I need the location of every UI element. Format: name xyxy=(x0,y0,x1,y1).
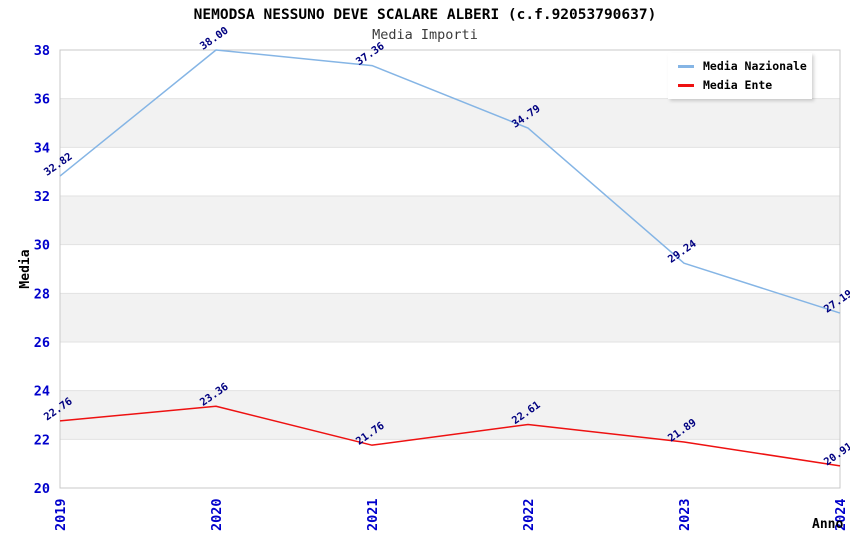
y-tick-label: 32 xyxy=(34,189,50,205)
x-tick-label: 2019 xyxy=(53,498,69,531)
y-tick-label: 36 xyxy=(34,92,50,108)
chart-subtitle: Media Importi xyxy=(372,27,478,43)
plot-band xyxy=(60,98,840,148)
x-tick-label: 2023 xyxy=(677,498,693,531)
legend-swatch-media-ente-icon xyxy=(678,84,694,87)
legend-item-media-nazionale: Media Nazionale xyxy=(678,60,812,73)
plot-band xyxy=(60,196,840,245)
x-tick-label: 2022 xyxy=(521,498,537,531)
plot-band xyxy=(60,244,840,294)
legend-swatch-media-nazionale-icon xyxy=(678,65,694,68)
plot-band xyxy=(60,147,840,196)
plot-band xyxy=(60,342,840,391)
point-label: 38.00 xyxy=(198,25,231,53)
y-tick-label: 28 xyxy=(34,286,50,302)
plot-band xyxy=(60,390,840,440)
legend-label-media-nazionale: Media Nazionale xyxy=(703,59,807,73)
y-tick-label: 30 xyxy=(34,238,50,254)
legend-item-media-ente: Media Ente xyxy=(678,79,812,92)
legend: Media Nazionale Media Ente xyxy=(668,53,812,99)
y-tick-label: 22 xyxy=(34,432,50,448)
y-tick-label: 38 xyxy=(34,43,50,59)
y-axis-title: Media xyxy=(18,249,33,288)
plot-band xyxy=(60,439,840,488)
y-tick-label: 20 xyxy=(34,481,50,497)
legend-label-media-ente: Media Ente xyxy=(703,78,773,92)
chart-title: NEMODSA NESSUNO DEVE SCALARE ALBERI (c.f… xyxy=(193,7,657,23)
series-line-media-nazionale xyxy=(59,49,841,314)
plot-band xyxy=(60,293,840,342)
plot-border xyxy=(59,49,841,489)
x-tick-label: 2020 xyxy=(209,498,225,531)
x-axis-title: Anno xyxy=(812,517,843,532)
x-tick-label: 2024 xyxy=(833,498,849,531)
series-line-media-ente xyxy=(59,405,841,467)
y-tick-label: 26 xyxy=(34,335,50,351)
y-tick-label: 34 xyxy=(34,140,50,156)
y-tick-label: 24 xyxy=(34,384,50,400)
x-tick-label: 2021 xyxy=(365,498,381,531)
